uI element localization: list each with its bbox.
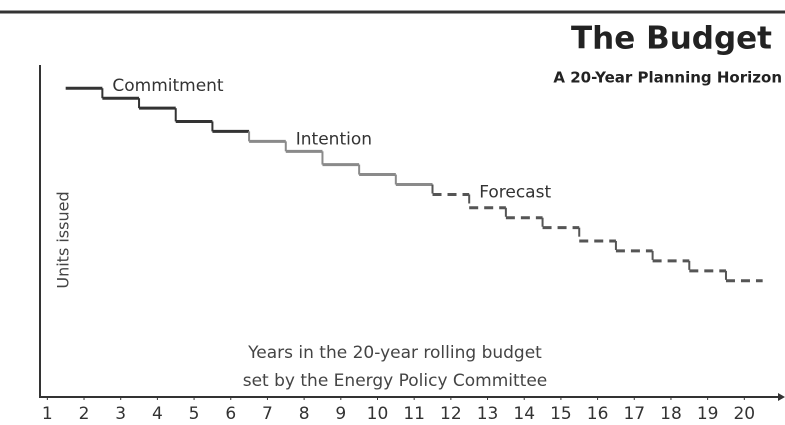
series-label: Forecast <box>479 182 551 202</box>
y-axis-label: Units issued <box>54 191 73 288</box>
series-label: Intention <box>296 129 372 149</box>
x-tick-label: 15 <box>550 404 572 424</box>
x-tick-label: 18 <box>660 404 682 424</box>
x-tick-label: 13 <box>477 404 499 424</box>
x-tick-label: 11 <box>403 404 425 424</box>
note: set by the Energy Policy Committee <box>243 371 548 391</box>
x-tick-label: 6 <box>225 404 236 424</box>
x-tick-label: 4 <box>152 404 163 424</box>
axis-arrow <box>778 393 785 401</box>
x-tick-label: 20 <box>733 404 755 424</box>
x-tick-label: 12 <box>440 404 462 424</box>
note: Years in the 20-year rolling budget <box>247 343 542 363</box>
x-tick-label: 14 <box>513 404 535 424</box>
x-tick-label: 2 <box>79 404 90 424</box>
chart-title: The Budget <box>571 21 772 57</box>
x-tick-label: 1 <box>42 404 53 424</box>
x-tick-label: 5 <box>189 404 200 424</box>
x-tick-label: 9 <box>335 404 346 424</box>
x-tick-label: 10 <box>367 404 389 424</box>
x-tick-label: 3 <box>115 404 126 424</box>
x-tick-label: 19 <box>697 404 719 424</box>
series-label: Commitment <box>112 76 224 96</box>
x-tick-label: 17 <box>623 404 645 424</box>
x-tick-label: 8 <box>299 404 310 424</box>
x-tick-label: 7 <box>262 404 273 424</box>
x-tick-label: 16 <box>587 404 609 424</box>
chart-subtitle: A 20-Year Planning Horizon <box>553 69 782 87</box>
